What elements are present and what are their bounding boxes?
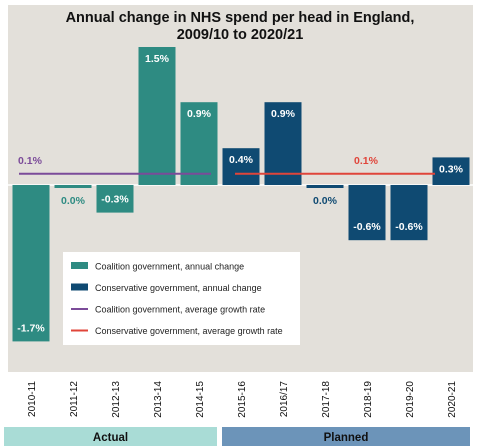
bar [306, 185, 344, 188]
bar-value-label: -0.3% [101, 194, 129, 206]
x-tick-label: 2018-19 [363, 381, 374, 418]
x-tick-label: 2014-15 [195, 381, 206, 418]
bar-value-label: 0.0% [61, 195, 86, 207]
x-tick-label: 2013-14 [153, 381, 164, 418]
legend-box [63, 252, 300, 345]
period-label: Actual [93, 432, 128, 444]
bar [12, 185, 50, 342]
bar [432, 157, 470, 185]
bar [348, 185, 386, 241]
x-tick-label: 2017-18 [321, 381, 332, 418]
bar-value-label: -0.6% [353, 221, 381, 233]
legend-label: Coalition government, annual change [95, 262, 244, 272]
x-tick-label: 2010-11 [27, 381, 38, 417]
average-line-label: 0.1% [354, 155, 379, 167]
chart-title-line: 2009/10 to 2020/21 [177, 27, 304, 43]
bar [264, 102, 302, 185]
bar [96, 185, 134, 213]
bar-value-label: 0.9% [271, 108, 296, 120]
legend-swatch [71, 262, 88, 269]
x-tick-label: 2016/17 [279, 381, 290, 418]
bar [54, 185, 92, 188]
period-band [222, 427, 470, 446]
bar-value-label: 0.3% [439, 163, 464, 175]
bar-value-label: 0.9% [187, 108, 212, 120]
period-band [4, 427, 217, 446]
legend-label: Coalition government, average growth rat… [95, 305, 265, 315]
bar-value-label: -1.7% [17, 322, 45, 334]
bar [390, 185, 428, 241]
bar-value-label: 0.4% [229, 154, 254, 166]
x-tick-label: 2011-12 [69, 381, 80, 417]
x-tick-label: 2020-21 [447, 381, 458, 418]
x-tick-label: 2019-20 [405, 381, 416, 418]
bar-value-label: -0.6% [395, 221, 423, 233]
bar [180, 102, 218, 185]
legend-swatch [71, 283, 88, 291]
x-tick-label: 2012-13 [111, 381, 122, 418]
average-line-label: 0.1% [18, 155, 43, 167]
period-label: Planned [324, 432, 369, 444]
bar [138, 47, 176, 185]
bar [222, 148, 260, 185]
legend-label: Conservative government, annual change [95, 283, 262, 293]
chart-title-line: Annual change in NHS spend per head in E… [66, 10, 415, 26]
legend-label: Conservative government, average growth … [95, 326, 283, 336]
x-tick-label: 2015-16 [237, 381, 248, 418]
bar-value-label: 1.5% [145, 53, 170, 65]
bar-value-label: 0.0% [313, 195, 338, 207]
